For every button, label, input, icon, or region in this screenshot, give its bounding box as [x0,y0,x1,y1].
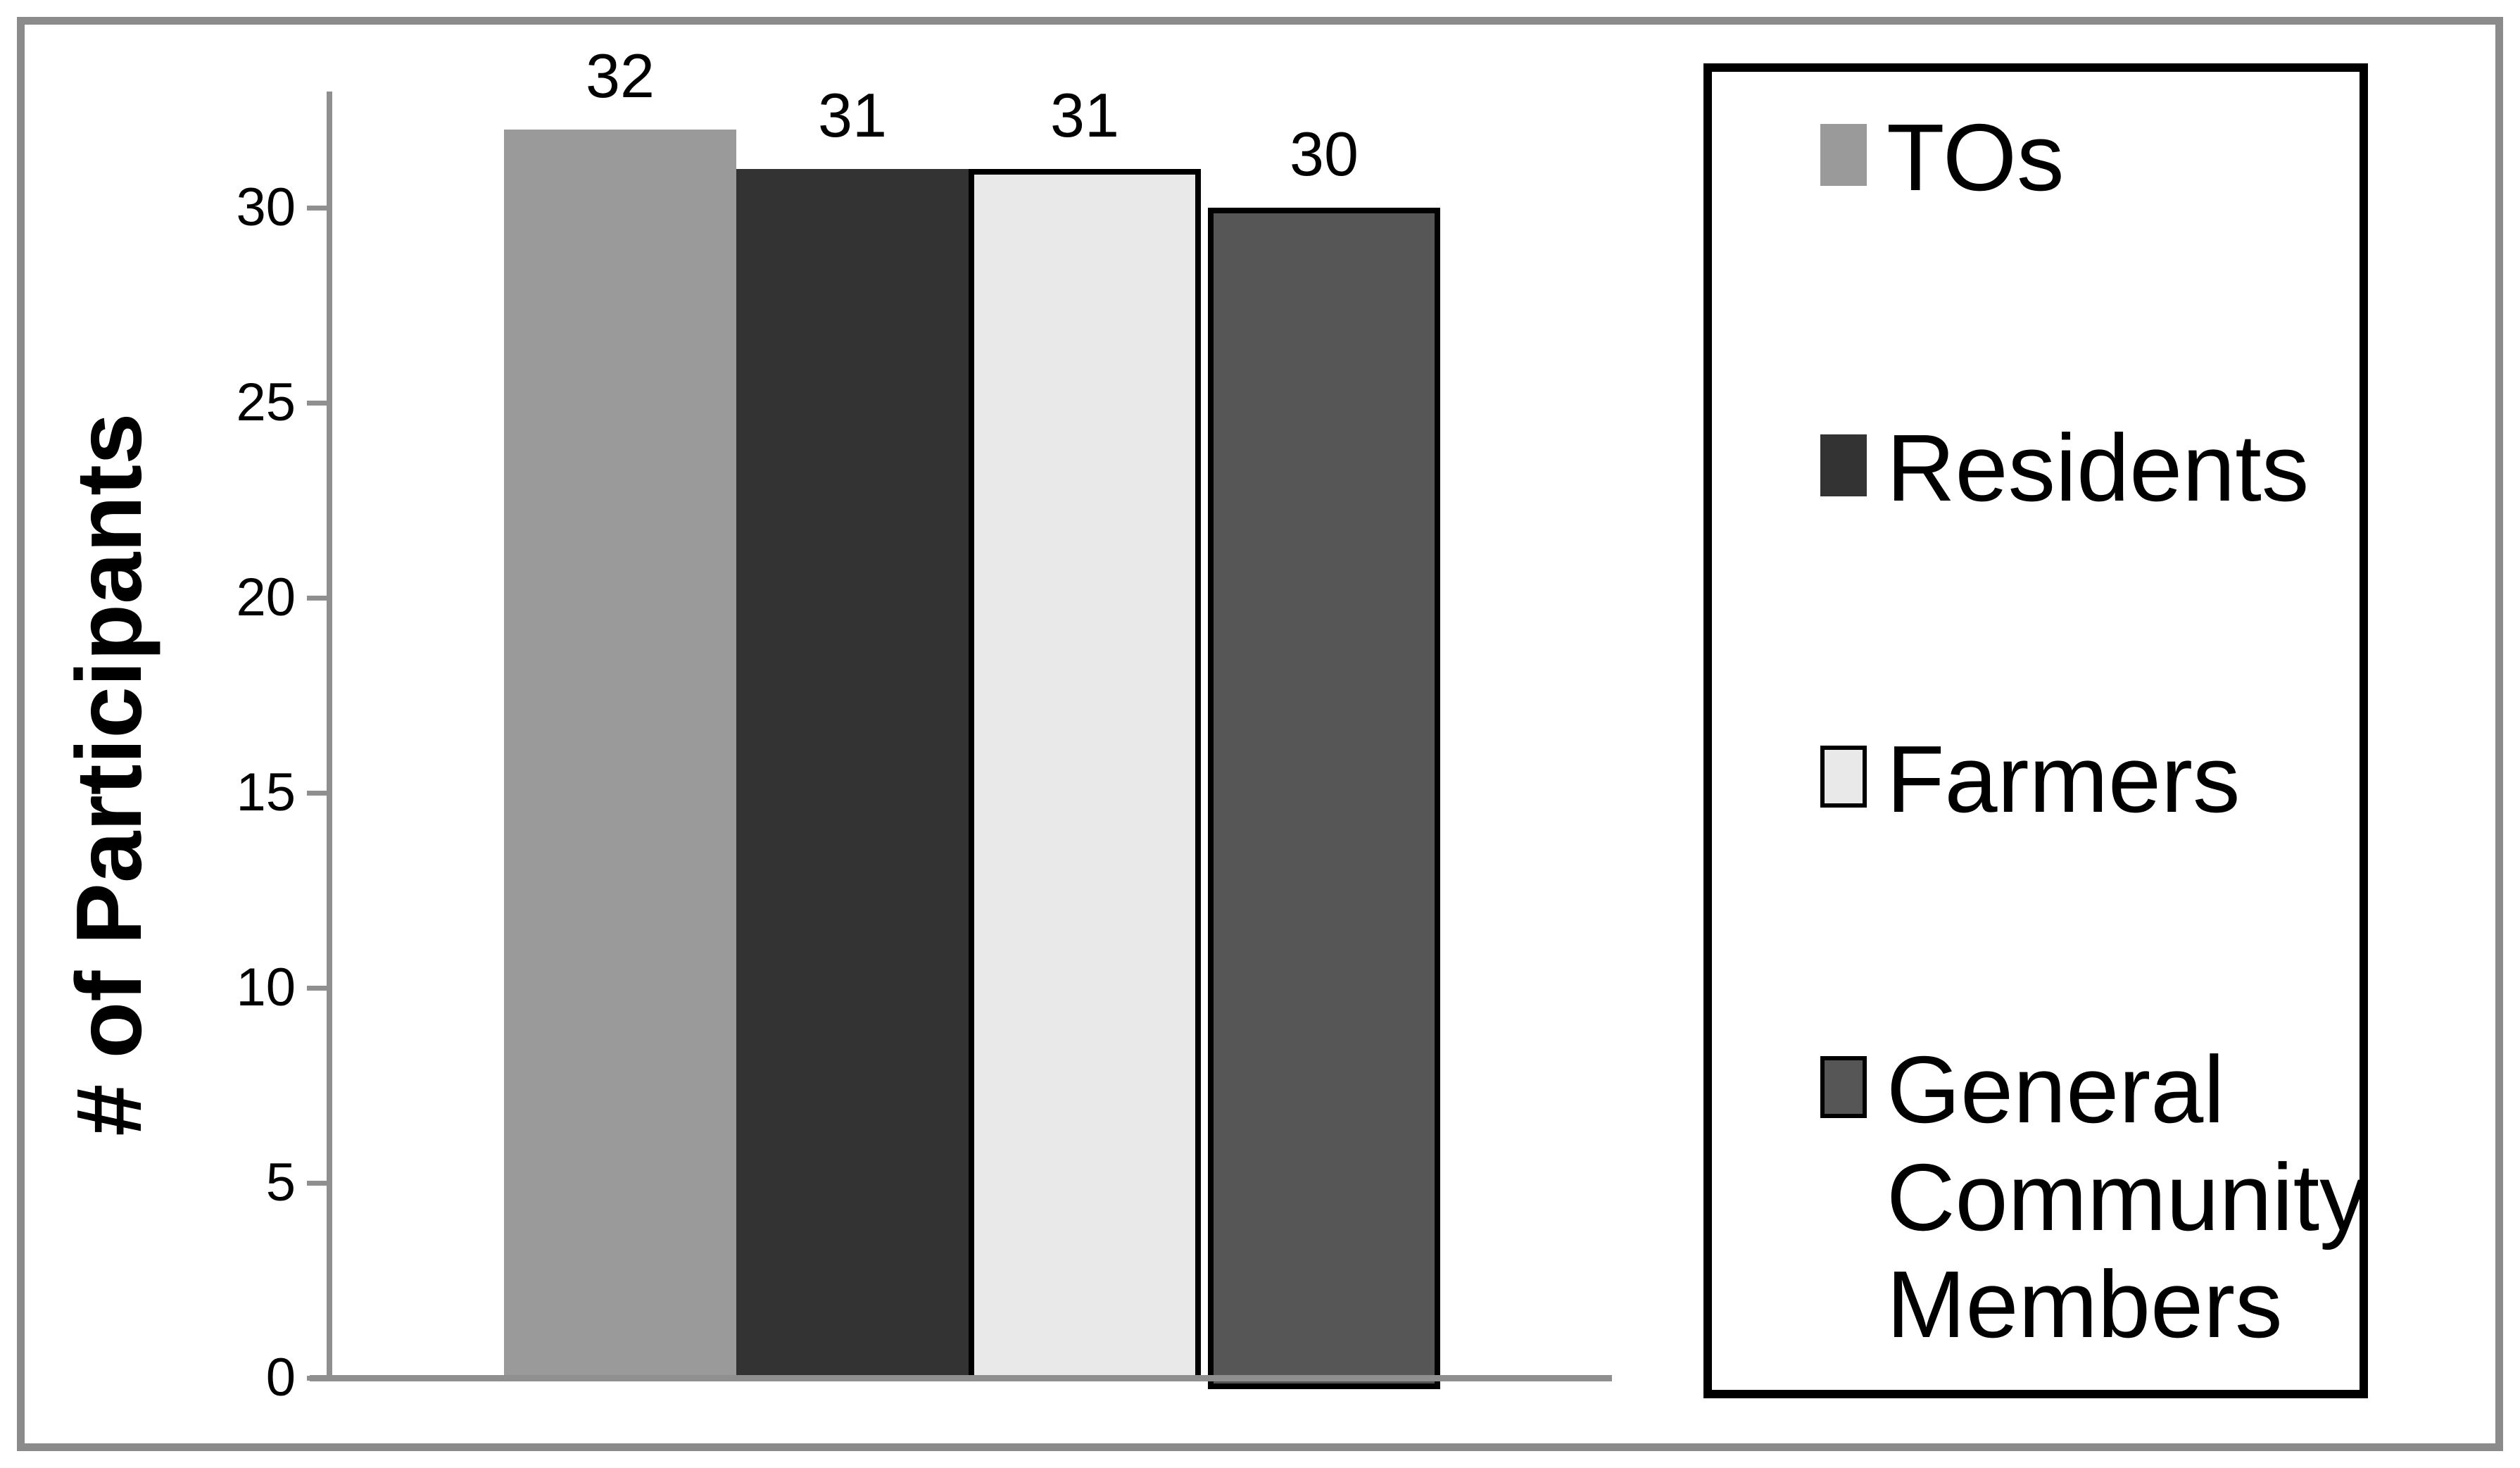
y-tick-label: 0 [265,1348,296,1407]
legend-item-farmers: Farmers [1820,726,2345,834]
outer-frame [17,17,2503,1451]
legend-box: TOs Residents Farmers General Community Mem… [1703,63,2368,1398]
y-tick-label: 5 [265,1153,296,1212]
legend-label: General Community Members [1886,1036,2367,1358]
legend-items: TOs Residents Farmers General Community Mem… [1712,72,2367,1390]
bar-tos [504,130,736,1381]
y-tick-5 [307,1181,328,1186]
y-tick-25 [307,401,328,406]
legend-swatch-icon [1820,124,1867,186]
legend-label: Residents [1886,415,2310,522]
y-tick-30 [307,206,328,211]
bar-farmers [969,169,1201,1381]
y-tick-label: 30 [236,177,296,237]
legend-label: Farmers [1886,725,2241,832]
bar-value-label: 31 [1050,80,1119,150]
legend-item-general-community-members: General Community Members [1820,1036,2367,1359]
y-tick-10 [307,986,328,991]
bar-value-label: 32 [586,41,655,111]
y-axis-line [327,92,332,1381]
legend-label: TOs [1886,104,2065,211]
x-axis-line [310,1375,1612,1381]
y-tick-20 [307,596,328,601]
legend-swatch-icon [1820,1056,1867,1119]
bar-value-label: 31 [818,80,887,150]
legend-item-residents: Residents [1820,415,2345,522]
legend-item-tos: TOs [1820,104,2345,212]
y-tick-label: 15 [236,763,296,822]
legend-swatch-icon [1820,745,1867,808]
y-tick-label: 20 [236,567,296,627]
bar-residents [736,169,969,1381]
bar-value-label: 30 [1290,119,1359,189]
bar-general-community-members [1208,208,1440,1389]
y-tick-15 [307,791,328,796]
y-tick-label: 25 [236,372,296,432]
legend-swatch-icon [1820,434,1867,497]
y-tick-label: 10 [236,958,296,1017]
